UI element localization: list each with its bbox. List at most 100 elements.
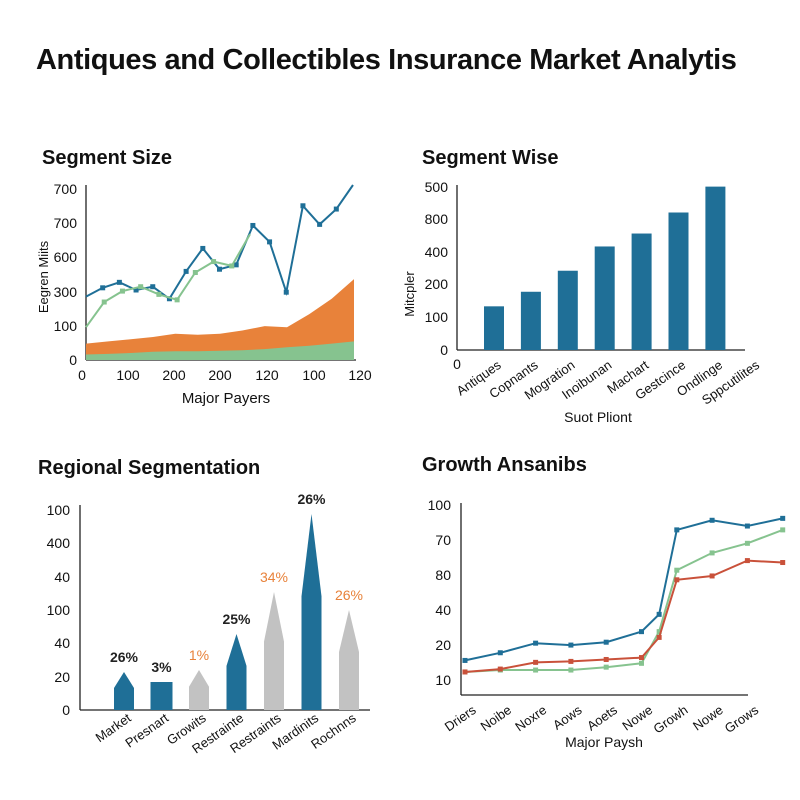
segment-size-point-blue <box>100 285 106 291</box>
regional-data-label: 26% <box>335 587 363 603</box>
regional-y-tick-label: 40 <box>54 569 70 585</box>
segment-wise-y-tick-label: 400 <box>425 244 449 260</box>
segment-size-point-green <box>119 288 125 294</box>
segment-size-point-blue <box>133 287 139 293</box>
regional-x-tick-label: Presnart <box>122 710 171 751</box>
regional-data-label: 1% <box>189 647 209 663</box>
growth-x-tick-label: Grows <box>722 702 762 736</box>
segment-wise-x-label: Suot Pliont <box>564 409 632 425</box>
segment-wise-bar <box>594 246 615 350</box>
growth-y-tick-label: 80 <box>435 567 451 583</box>
segment-wise-title: Segment Wise <box>422 147 559 169</box>
segment-size-x-label: Major Payers <box>182 390 270 407</box>
regional-bar <box>339 610 359 710</box>
growth-y-tick-label: 10 <box>435 672 451 688</box>
regional-y-tick-label: 20 <box>54 669 70 685</box>
segment-size-point-blue <box>200 245 206 251</box>
segment-wise-y-tick-label: 800 <box>425 211 449 227</box>
growth-point-red <box>709 573 715 579</box>
growth-title: Growth Ansanibs <box>422 454 587 476</box>
segment-size-y-tick-label: 700 <box>54 181 78 197</box>
segment-size-point-blue <box>283 289 289 295</box>
regional-y-tick-label: 100 <box>47 602 71 618</box>
segment-size-point-blue <box>150 284 156 290</box>
growth-x-tick-label: Aows <box>550 702 585 733</box>
segment-wise-bar <box>557 270 578 350</box>
segment-size-y-tick-label: 0 <box>69 352 77 368</box>
segment-size-point-blue <box>233 262 239 268</box>
segment-size-point-blue <box>183 268 189 274</box>
regional-bar <box>264 592 284 710</box>
growth-point-red <box>674 577 680 583</box>
regional-y-tick-label: 400 <box>47 535 71 551</box>
segment-size-y-tick-label: 700 <box>54 215 78 231</box>
regional-bar <box>226 634 247 710</box>
growth-point-green <box>744 540 750 546</box>
growth-x-tick-label: Aoets <box>584 702 620 734</box>
growth-y-tick-label: 40 <box>435 602 451 618</box>
growth-y-tick-label: 70 <box>435 532 451 548</box>
segment-size-y-tick-label: 600 <box>54 249 78 265</box>
segment-size-x-tick-label: 100 <box>302 367 326 383</box>
regional-bar <box>301 514 322 710</box>
growth-x-tick-label: Growh <box>651 702 691 736</box>
regional-segmentation-title: Regional Segmentation <box>38 457 261 479</box>
segment-wise-bar <box>668 212 689 350</box>
segment-wise-bar <box>484 306 504 350</box>
growth-point-blue <box>709 517 715 523</box>
segment-wise-x-origin-label: 0 <box>453 356 461 372</box>
growth-point-blue <box>568 642 574 648</box>
growth-point-blue <box>656 611 662 617</box>
growth-x-tick-label: Noibe <box>478 702 514 734</box>
growth-y-tick-label: 20 <box>435 637 451 653</box>
growth-x-tick-label: Nowe <box>619 702 655 733</box>
segment-size-title: Segment Size <box>42 147 173 169</box>
segment-size-point-green <box>229 263 235 269</box>
growth-point-green <box>603 664 609 670</box>
segment-size-x-tick-label: 200 <box>208 367 232 383</box>
segment-size-point-green <box>138 284 144 290</box>
growth-point-green <box>674 567 680 573</box>
segment-wise-y-tick-label: 200 <box>425 276 449 292</box>
regional-bar <box>189 670 209 710</box>
segment-size-point-green <box>192 270 198 275</box>
segment-size-point-green <box>211 259 217 265</box>
growth-point-green <box>639 660 644 666</box>
growth-x-tick-label: Driers <box>442 702 479 734</box>
growth-point-red <box>639 655 644 661</box>
growth-line-green <box>464 528 784 673</box>
regional-data-label: 34% <box>260 569 288 585</box>
segment-size-point-blue <box>250 222 256 228</box>
growth-point-red <box>656 634 662 640</box>
segment-wise-y-tick-label: 100 <box>425 309 449 325</box>
segment-size-point-blue <box>300 203 306 209</box>
regional-y-tick-label: 100 <box>47 502 71 518</box>
segment-size-y-label: Eegren Miits <box>36 240 51 313</box>
segment-size-y-tick-label: 100 <box>54 318 78 334</box>
segment-wise-y-tick-label: 0 <box>440 342 448 358</box>
regional-y-tick-label: 0 <box>62 702 70 718</box>
regional-data-label: 25% <box>222 611 251 627</box>
growth-line-blue <box>464 517 783 662</box>
segment-size-y-tick-label: 300 <box>54 284 78 300</box>
segment-wise-y-label: Mitcpler <box>402 271 417 317</box>
regional-data-label: 26% <box>110 649 139 665</box>
growth-point-green <box>656 629 662 635</box>
growth-x-tick-label: Nowe <box>690 702 726 733</box>
segment-size-point-blue <box>317 221 323 227</box>
growth-point-red <box>603 656 609 662</box>
segment-size-area-orange <box>86 279 354 360</box>
segment-wise-bar <box>631 233 652 350</box>
growth-line-red <box>464 559 783 673</box>
growth-point-blue <box>603 639 609 645</box>
segment-size-x-tick-label: 0 <box>78 367 86 383</box>
growth-point-blue <box>497 650 503 656</box>
segment-wise-bar <box>520 291 541 350</box>
segment-size-point-blue <box>116 279 122 285</box>
growth-point-blue <box>780 515 786 521</box>
growth-x-label: Major Paysh <box>565 734 643 750</box>
growth-y-tick-label: 100 <box>428 497 452 513</box>
growth-point-green <box>780 527 786 533</box>
growth-point-red <box>780 560 786 566</box>
